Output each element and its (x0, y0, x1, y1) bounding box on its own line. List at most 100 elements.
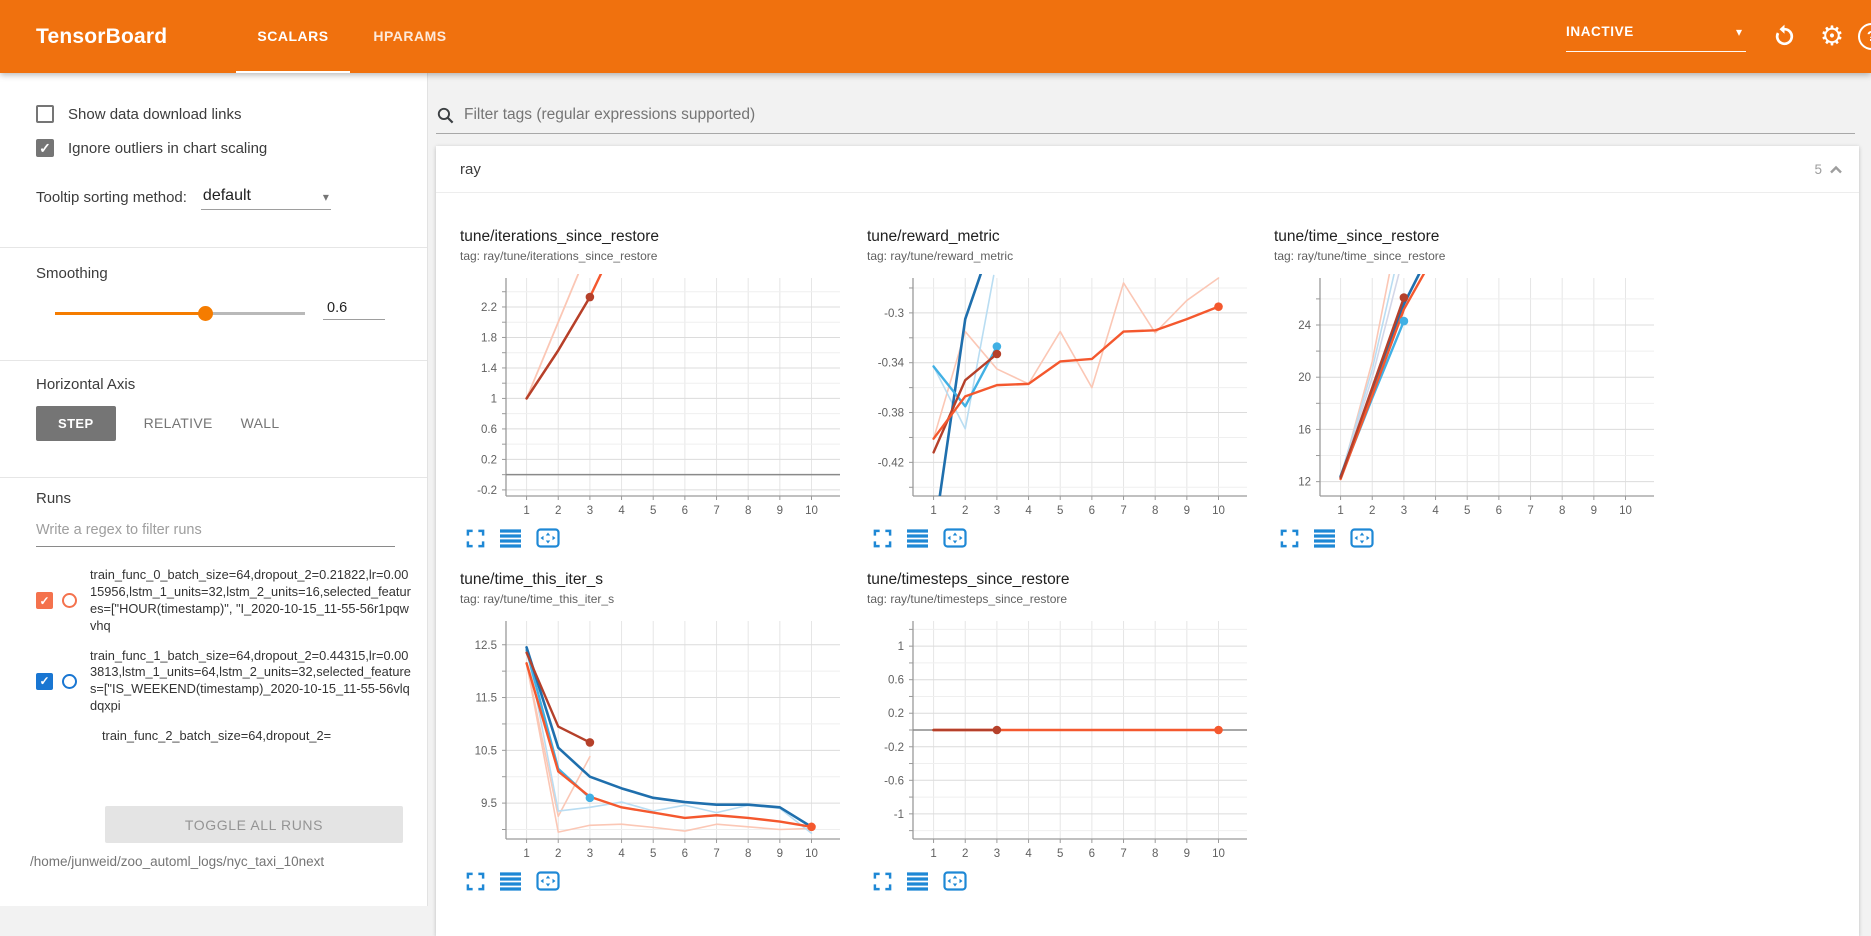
chevron-up-icon[interactable] (1827, 161, 1845, 179)
chart-tag: tag: ray/tune/iterations_since_restore (460, 249, 658, 263)
run-radio[interactable] (62, 673, 77, 689)
axis-step-button[interactable]: STEP (36, 405, 116, 441)
charts-grid: tune/iterations_since_restore tag: ray/tu… (460, 228, 1681, 896)
scalar-chart-card: tune/reward_metric tag: ray/tune/reward_m… (867, 228, 1267, 553)
status-dropdown[interactable]: INACTIVE ▾ (1566, 16, 1746, 52)
run-checkbox[interactable]: ✓ (36, 592, 53, 610)
search-icon (437, 107, 454, 123)
checkbox-icon[interactable]: ✓ (36, 139, 54, 157)
svg-text:7: 7 (713, 505, 719, 517)
run-radio[interactable] (62, 593, 77, 609)
chart-actions (460, 523, 860, 553)
svg-text:5: 5 (1057, 505, 1063, 517)
svg-text:-0.2: -0.2 (477, 485, 497, 497)
svg-text:1: 1 (523, 848, 529, 860)
smoothing-slider[interactable] (55, 305, 305, 321)
expand-chart-icon[interactable] (1280, 529, 1299, 548)
run-checkbox[interactable]: ✓ (36, 672, 53, 690)
fit-domain-icon[interactable] (943, 528, 967, 548)
svg-text:8: 8 (1559, 505, 1565, 517)
filter-tags-placeholder: Filter tags (regular expressions support… (464, 106, 756, 123)
svg-text:9: 9 (1184, 505, 1190, 517)
toggle-all-runs-button[interactable]: TOGGLE ALL RUNS (105, 806, 403, 843)
svg-text:3: 3 (994, 505, 1000, 517)
help-icon[interactable]: ? (1858, 23, 1871, 50)
runs-selector-icon[interactable] (500, 528, 521, 548)
svg-text:1: 1 (930, 848, 936, 860)
svg-text:3: 3 (1401, 505, 1407, 517)
fit-domain-icon[interactable] (1350, 528, 1374, 548)
expand-chart-icon[interactable] (873, 529, 892, 548)
tag-group-header[interactable]: ray 5 (436, 146, 1859, 193)
svg-text:1: 1 (898, 641, 904, 653)
gear-icon[interactable]: ⚙ (1819, 21, 1845, 51)
runs-list: ✓ train_func_0_batch_size=64,dropout_2=0.… (36, 567, 419, 807)
chart-tag: tag: ray/tune/time_this_iter_s (460, 592, 615, 606)
divider (0, 477, 427, 478)
expand-chart-icon[interactable] (466, 872, 485, 891)
svg-text:-0.2: -0.2 (884, 742, 904, 754)
tab-scalars[interactable]: SCALARS (236, 0, 350, 73)
smoothing-slider-thumb[interactable] (198, 305, 213, 321)
svg-text:0.2: 0.2 (888, 708, 904, 720)
fit-domain-icon[interactable] (536, 528, 560, 548)
svg-text:7: 7 (1120, 848, 1126, 860)
scalar-chart-card: tune/time_this_iter_s tag: ray/tune/time_… (460, 571, 860, 896)
svg-text:1: 1 (491, 393, 497, 405)
chart-plot[interactable]: -1 -0.6 -0.2 0.2 0.6 1 1 2 3 4 5 6 7 8 9 10 (867, 615, 1259, 861)
horizontal-axis-label: Horizontal Axis (36, 376, 136, 393)
run-item[interactable]: ✓ train_func_0_batch_size=64,dropout_2=0.… (36, 567, 419, 635)
svg-text:1: 1 (523, 505, 529, 517)
tab-hparams[interactable]: HPARAMS (373, 28, 447, 44)
svg-text:11.5: 11.5 (475, 693, 497, 705)
chart-plot[interactable]: -0.2 0.2 0.6 1 1.4 1.8 2.2 1 2 3 4 5 6 7 8 9 10 (460, 272, 852, 518)
runs-selector-icon[interactable] (907, 871, 928, 891)
runs-filter-input[interactable]: Write a regex to filter runs (36, 521, 395, 547)
svg-text:20: 20 (1298, 372, 1311, 384)
run-item[interactable]: ✓ train_func_1_batch_size=64,dropout_2=0.… (36, 648, 419, 716)
svg-text:2: 2 (962, 505, 968, 517)
ignore-outliers-checkbox[interactable]: ✓ Ignore outliers in chart scaling (36, 139, 267, 157)
runs-selector-icon[interactable] (907, 528, 928, 548)
chart-title: tune/time_this_iter_s (460, 571, 604, 588)
chart-title: tune/timesteps_since_restore (867, 571, 1070, 588)
svg-text:6: 6 (682, 848, 688, 860)
tooltip-sorting-value: default (202, 187, 251, 204)
svg-text:0.2: 0.2 (481, 454, 497, 466)
svg-text:9: 9 (777, 848, 783, 860)
fit-domain-icon[interactable] (536, 871, 560, 891)
svg-text:-0.38: -0.38 (878, 408, 904, 420)
axis-wall-button[interactable]: WALL (240, 415, 280, 431)
refresh-icon[interactable] (1764, 0, 1804, 73)
checkbox-icon[interactable] (36, 105, 54, 123)
svg-text:8: 8 (745, 848, 751, 860)
show-download-links-checkbox[interactable]: Show data download links (36, 105, 241, 123)
runs-selector-icon[interactable] (500, 871, 521, 891)
app-header: TensorBoard SCALARS HPARAMS INACTIVE ▾ ⚙… (0, 0, 1871, 73)
caret-down-icon: ▾ (322, 190, 329, 204)
svg-text:-0.34: -0.34 (878, 358, 905, 370)
svg-text:3: 3 (587, 505, 593, 517)
run-name: train_func_2_batch_size=64,dropout_2= (102, 728, 332, 744)
run-controls: ✓ (36, 592, 77, 610)
smoothing-value-input[interactable]: 0.6 (323, 298, 385, 320)
svg-text:5: 5 (1464, 505, 1470, 517)
expand-chart-icon[interactable] (873, 872, 892, 891)
chart-plot[interactable]: -0.42 -0.38 -0.34 -0.3 1 2 3 4 5 6 7 8 9 10 (867, 272, 1259, 518)
run-item[interactable]: train_func_2_batch_size=64,dropout_2= (36, 728, 419, 745)
svg-text:10: 10 (1212, 848, 1225, 860)
app-logo: TensorBoard (36, 25, 168, 48)
expand-chart-icon[interactable] (466, 529, 485, 548)
fit-domain-icon[interactable] (943, 871, 967, 891)
svg-text:1: 1 (1337, 505, 1343, 517)
filter-tags-input[interactable]: Filter tags (regular expressions support… (436, 97, 1855, 134)
svg-text:7: 7 (1527, 505, 1533, 517)
tag-group-name: ray (460, 161, 481, 178)
runs-selector-icon[interactable] (1314, 528, 1335, 548)
chart-tag: tag: ray/tune/time_since_restore (1274, 249, 1446, 263)
chart-plot[interactable]: 9.5 10.5 11.5 12.5 1 2 3 4 5 6 7 8 9 10 (460, 615, 852, 861)
axis-relative-button[interactable]: RELATIVE (143, 415, 213, 431)
tooltip-sorting-dropdown[interactable]: default ▾ (200, 187, 331, 210)
svg-text:0.6: 0.6 (481, 424, 497, 436)
